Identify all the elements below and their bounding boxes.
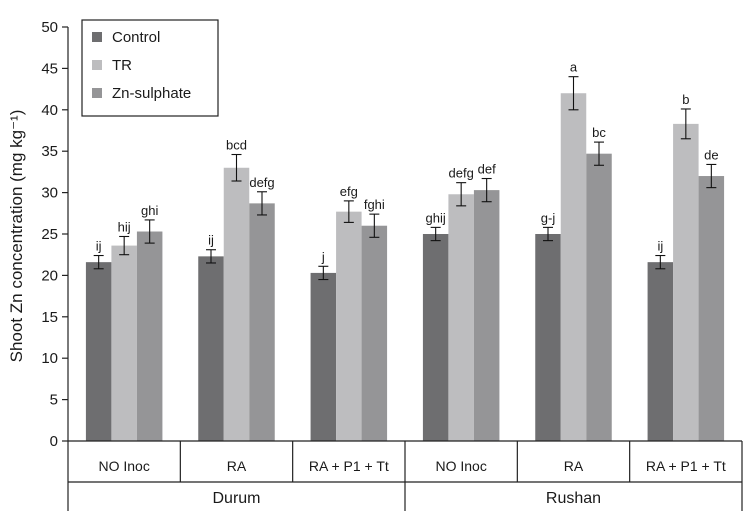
- y-tick-label: 35: [41, 143, 58, 160]
- legend-label: Zn-sulphate: [112, 85, 191, 102]
- y-tick-label: 15: [41, 309, 58, 326]
- data-label: ij: [208, 233, 214, 248]
- x-axis: NO Inoc RA RA + P1 + Tt Durum NO Inoc RA RA + …: [67, 440, 743, 511]
- bar: [586, 153, 612, 441]
- data-label: ij: [96, 239, 102, 254]
- bar: [136, 231, 163, 441]
- bars: [85, 76, 725, 442]
- bar: [223, 167, 250, 441]
- x-tick-label: RA + P1 + Tt: [309, 458, 389, 474]
- y-tick-label: 45: [41, 60, 58, 77]
- bar: [535, 234, 561, 441]
- x-tick-label: NO Inoc: [435, 458, 486, 474]
- legend-label: TR: [112, 57, 132, 74]
- bar: [560, 93, 587, 442]
- data-label: def: [478, 162, 496, 177]
- data-label: b: [682, 92, 689, 107]
- bar: [310, 272, 337, 441]
- x-tick-label: RA: [564, 458, 584, 474]
- bar: [422, 234, 449, 441]
- bar: [473, 190, 500, 441]
- legend: Control TR Zn-sulphate: [81, 19, 219, 117]
- x-tick-label: NO Inoc: [98, 458, 149, 474]
- x-group-label: Rushan: [546, 490, 601, 507]
- data-label: defg: [249, 175, 274, 190]
- bar: [361, 225, 388, 441]
- bar: [336, 211, 362, 441]
- data-label: defg: [449, 166, 474, 181]
- legend-label: Control: [112, 29, 160, 46]
- data-label: hij: [118, 219, 131, 234]
- bar: [249, 203, 275, 441]
- data-label: fghi: [364, 197, 385, 212]
- y-tick-label: 30: [41, 185, 58, 202]
- y-tick-label: 10: [41, 350, 58, 367]
- y-tick-label: 5: [50, 392, 58, 409]
- bar: [698, 176, 725, 442]
- data-label: efg: [340, 184, 358, 199]
- data-label: j: [321, 249, 325, 264]
- bar: [111, 245, 137, 441]
- data-label: ij: [657, 239, 663, 254]
- data-label: ghij: [426, 210, 446, 225]
- y-tick-label: 40: [41, 102, 58, 119]
- data-label: g-j: [541, 210, 556, 225]
- y-axis-label: Shoot Zn concentration (mg kg⁻¹): [7, 110, 26, 363]
- x-tick-label: RA + P1 + Tt: [646, 458, 726, 474]
- bar: [673, 123, 699, 441]
- data-label: bc: [592, 125, 606, 140]
- bar: [647, 262, 674, 441]
- data-label: bcd: [226, 138, 247, 153]
- bar: [448, 194, 474, 441]
- data-label: ghi: [141, 203, 158, 218]
- legend-swatch: [92, 60, 102, 70]
- bar: [198, 256, 224, 441]
- y-tick-label: 50: [41, 19, 58, 36]
- data-label: a: [570, 60, 578, 75]
- legend-box: [81, 19, 219, 117]
- data-label: de: [704, 147, 718, 162]
- x-tick-label: RA: [227, 458, 247, 474]
- legend-swatch: [92, 88, 102, 98]
- y-tick-label: 25: [41, 226, 58, 243]
- x-group-label: Durum: [212, 490, 260, 507]
- bar: [85, 262, 112, 441]
- y-tick-label: 20: [41, 267, 58, 284]
- y-tick-label: 0: [50, 433, 58, 450]
- legend-swatch: [92, 32, 102, 42]
- y-axis: 0 5 10 15 20 25 30 35 40 45 50: [41, 19, 69, 450]
